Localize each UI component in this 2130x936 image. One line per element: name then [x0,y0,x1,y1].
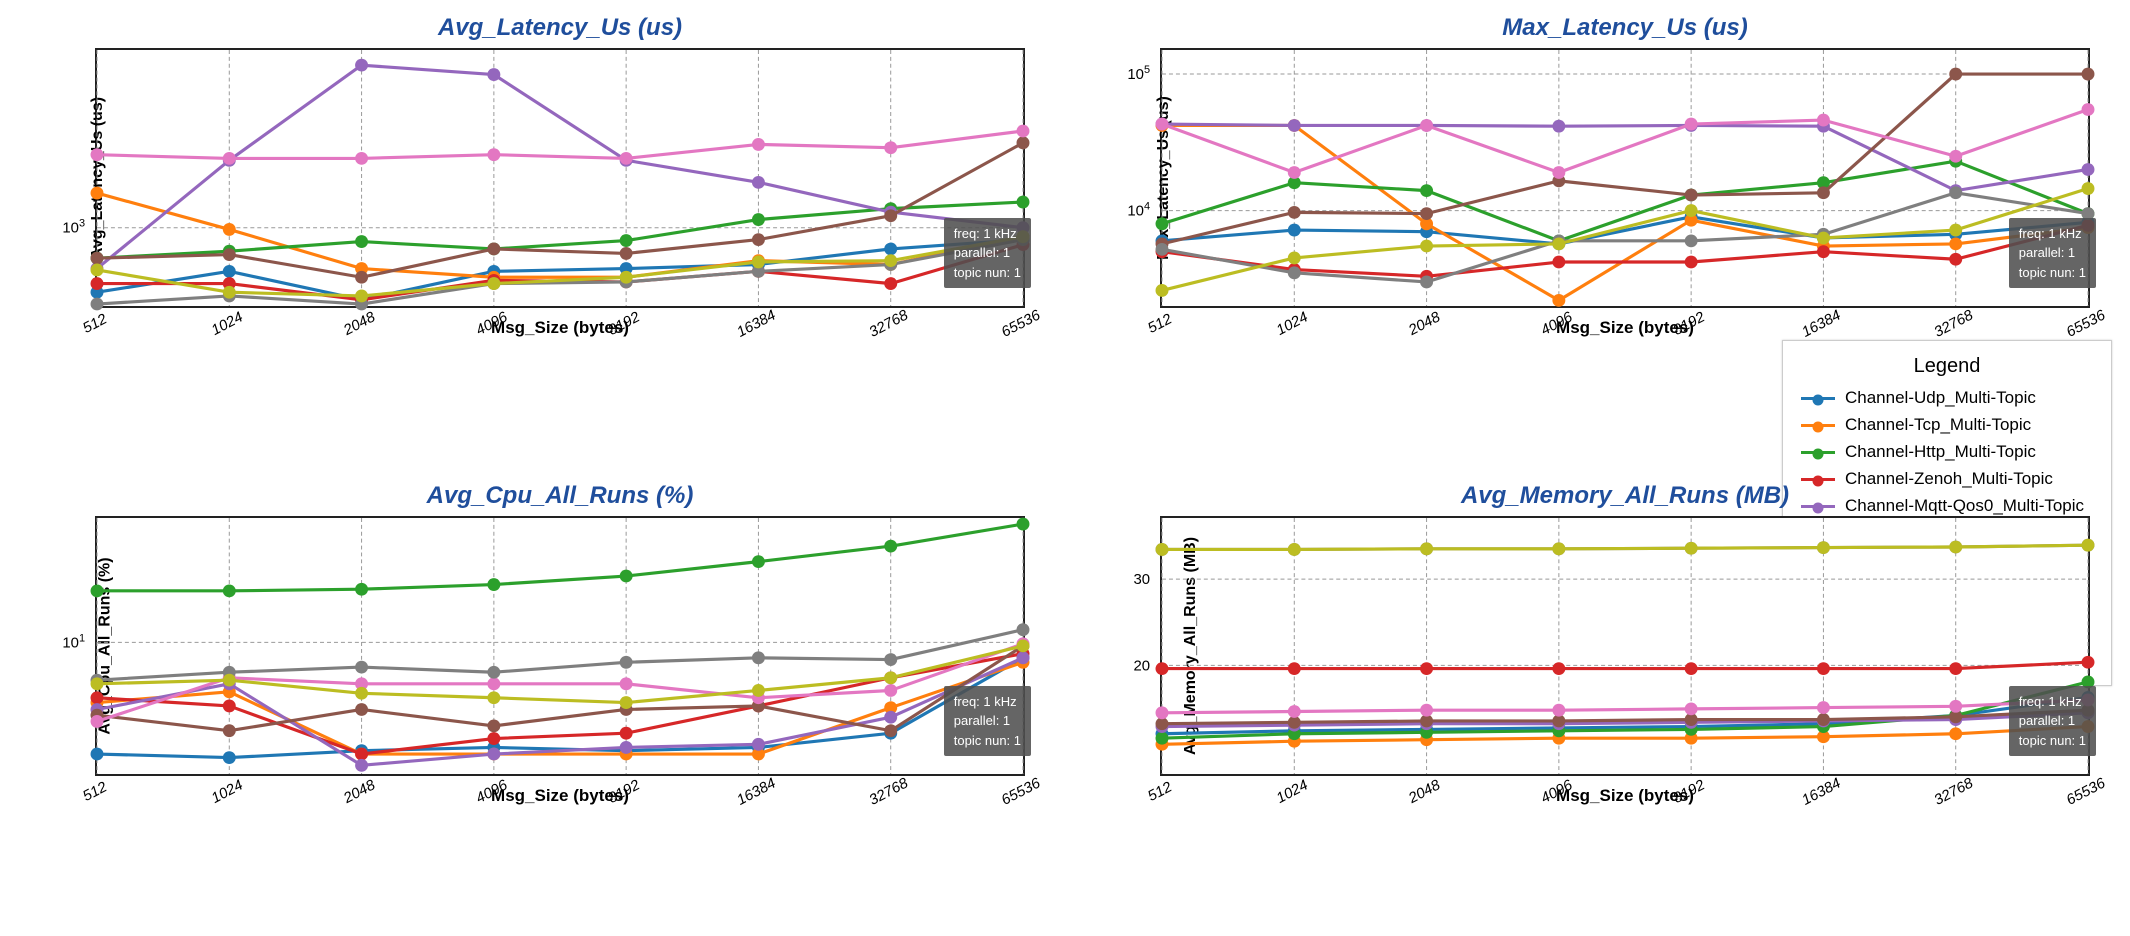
panel-max-latency: Max_Latency_Us (us) Max_Latency_Us (us) … [1065,0,2130,468]
legend-label: Channel-Http_Multi-Topic [1845,442,2036,462]
chart3-plot-area[interactable]: Avg_Cpu_All_Runs (%) 512 1024 2048 4096 8192… [95,516,1025,776]
legend-swatch-icon [1801,451,1835,454]
svg-text:20: 20 [1133,658,1150,674]
legend-label: Channel-Udp_Multi-Topic [1845,388,2036,408]
legend-item-channel-tcp-multi-topic[interactable]: Channel-Tcp_Multi-Topic [1801,415,2093,435]
chart3-title: Avg_Cpu_All_Runs (%) [95,482,1025,510]
chart3-annotation-box: freq: 1 kHz parallel: 1 topic nun: 1 [944,686,1031,757]
panel-avg-cpu: Avg_Cpu_All_Runs (%) Avg_Cpu_All_Runs (%… [0,468,1065,936]
chart4-title: Avg_Memory_All_Runs (MB) [1160,482,2090,510]
legend-item-channel-http-multi-topic[interactable]: Channel-Http_Multi-Topic [1801,442,2093,462]
chart1-annotation-box: freq: 1 kHz parallel: 1 topic nun: 1 [944,218,1031,289]
chart4-plot-area[interactable]: Avg_Memory_All_Runs (MB) 512 1024 2048 4096… [1160,516,2090,776]
panel-avg-latency: Avg_Latency_Us (us) Avg_Latency_Us (us) … [0,0,1065,468]
svg-text:30: 30 [1133,572,1150,588]
legend-label: Channel-Tcp_Multi-Topic [1845,415,2031,435]
svg-text:105: 105 [1127,64,1150,83]
chart2-annotation-box: freq: 1 kHz parallel: 1 topic nun: 1 [2009,218,2096,289]
panel-avg-memory: Avg_Memory_All_Runs (MB) Avg_Memory_All_… [1065,468,2130,936]
dashboard-grid: Avg_Latency_Us (us) Avg_Latency_Us (us) … [0,0,2130,936]
legend-swatch-icon [1801,397,1835,400]
legend-title: Legend [1801,355,2093,378]
chart4-annotation-box: freq: 1 kHz parallel: 1 topic nun: 1 [2009,686,2096,757]
chart2-title: Max_Latency_Us (us) [1160,14,2090,42]
chart1-title: Avg_Latency_Us (us) [95,14,1025,42]
legend-swatch-icon [1801,424,1835,427]
chart1-plot-area[interactable]: Avg_Latency_Us (us) 512 1024 2048 4096 8192 1… [95,48,1025,308]
legend-item-channel-udp-multi-topic[interactable]: Channel-Udp_Multi-Topic [1801,388,2093,408]
chart2-plot-area[interactable]: Max_Latency_Us (us) 512 1024 2048 4096 8192 1… [1160,48,2090,308]
svg-text:103: 103 [62,218,85,237]
svg-text:104: 104 [1127,201,1150,220]
svg-text:101: 101 [62,632,85,651]
